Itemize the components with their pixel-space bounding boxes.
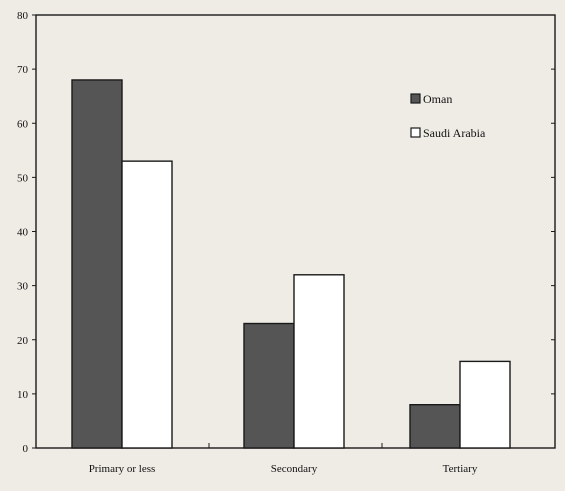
- y-tick-label: 40: [17, 227, 29, 239]
- bar-saudi-arabia: [459, 360, 511, 449]
- bar-saudi-arabia: [293, 274, 345, 449]
- y-tick-label: 0: [23, 443, 29, 455]
- bars: [71, 79, 511, 449]
- axes: 0 10 20 30 40 50 60 70 80 Primary or less Secondar…: [17, 10, 555, 475]
- x-category-label: Tertiary: [443, 463, 478, 475]
- y-tick-label: 70: [17, 64, 29, 76]
- bar-oman: [71, 79, 123, 449]
- y-tick-label: 80: [17, 10, 29, 22]
- legend-swatch-saudi-arabia: [410, 127, 421, 138]
- x-category-label: Primary or less: [89, 463, 156, 475]
- y-tick-label: 50: [17, 172, 29, 184]
- legend: Oman Saudi Arabia: [410, 92, 486, 140]
- legend-swatch-oman: [410, 93, 421, 104]
- bar-saudi-arabia: [121, 160, 173, 449]
- legend-label: Saudi Arabia: [423, 126, 486, 140]
- bar-oman: [409, 404, 461, 449]
- y-tick-label: 30: [17, 281, 29, 293]
- y-tick-label: 20: [17, 335, 29, 347]
- y-tick-label: 10: [17, 389, 29, 401]
- x-category-label: Secondary: [271, 463, 318, 475]
- bar-oman: [243, 322, 295, 449]
- legend-label: Oman: [423, 92, 452, 106]
- y-tick-label: 60: [17, 118, 29, 130]
